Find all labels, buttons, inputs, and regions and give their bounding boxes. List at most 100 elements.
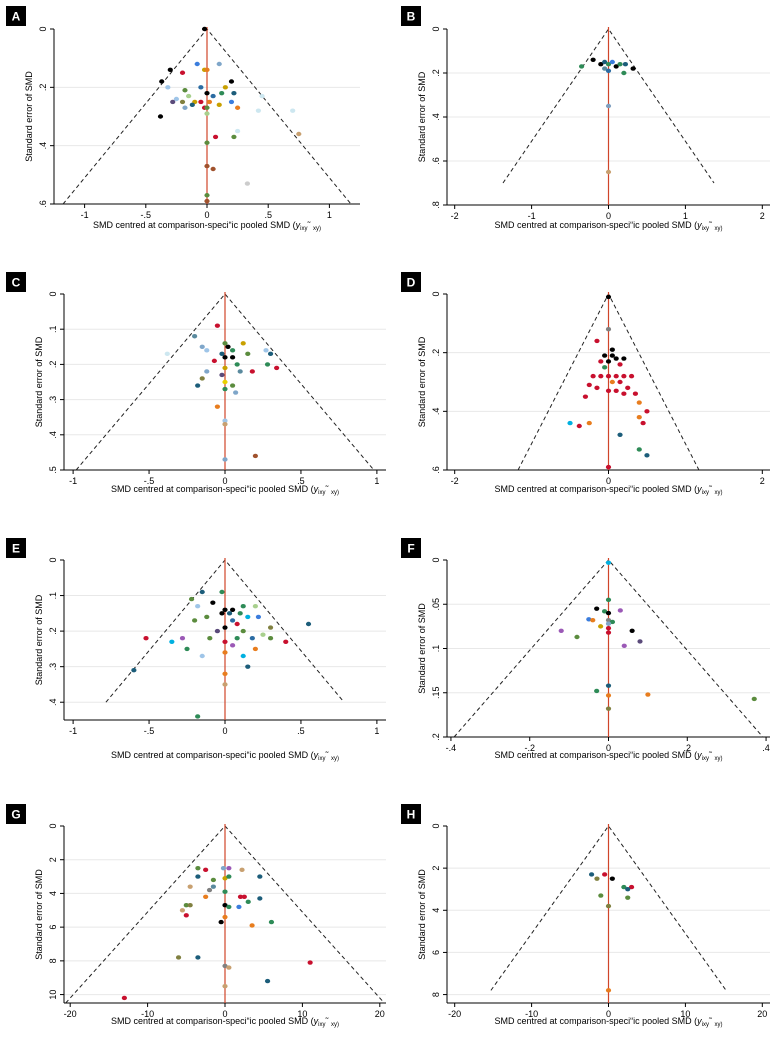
data-point [613, 64, 619, 69]
data-point [206, 99, 213, 105]
x-tick-label: .5 [297, 726, 305, 736]
panel-c: C 0 .1 .2 .3 .4 .5 -1 -.5 0 .5 1 Standard error of S… [6, 272, 386, 496]
y-tick-label: .2 [431, 349, 441, 357]
data-point [636, 447, 642, 452]
data-point [222, 682, 228, 687]
x-tick-label: 0 [204, 210, 209, 220]
x-tick-label: -20 [448, 1009, 461, 1019]
data-point [605, 988, 612, 993]
data-point [222, 85, 228, 90]
y-tick-label: 4 [431, 908, 441, 913]
data-point [199, 376, 205, 381]
panel-letter-box [6, 6, 26, 26]
y-tick-label: .05 [431, 598, 441, 611]
data-point [598, 61, 604, 67]
data-point [245, 664, 251, 669]
data-point [239, 867, 245, 873]
data-point [245, 614, 251, 620]
panel-letter-a: A [6, 6, 26, 26]
y-axis-title: Standard error of SMD [24, 71, 34, 162]
data-point [628, 884, 635, 890]
data-point [617, 608, 623, 613]
data-point [179, 99, 186, 105]
y-tick-label: .2 [48, 361, 58, 369]
data-point [249, 923, 255, 928]
data-point [609, 59, 615, 65]
data-point [617, 362, 623, 367]
y-tick-label: .3 [48, 663, 58, 671]
data-point [195, 604, 201, 609]
data-point [165, 85, 171, 90]
data-point [602, 353, 608, 358]
y-tick-label: 0 [431, 291, 441, 296]
data-point [290, 108, 296, 113]
x-tick-label: 0 [606, 476, 611, 486]
data-point [598, 373, 604, 379]
data-point [586, 617, 592, 622]
data-point [609, 876, 615, 881]
data-point [621, 391, 627, 396]
data-point [167, 67, 173, 73]
data-point [598, 893, 604, 898]
y-tick-label: 8 [48, 958, 58, 963]
data-point [267, 636, 274, 641]
data-point [590, 617, 596, 623]
data-point [605, 294, 612, 300]
x-tick-label: -.4 [446, 743, 457, 753]
data-point [257, 896, 263, 901]
data-point [231, 90, 237, 96]
data-point [613, 388, 619, 393]
x-tick-label: 0 [606, 211, 611, 221]
data-point [582, 394, 589, 399]
data-point [605, 373, 612, 379]
x-tick-label: 1 [327, 210, 332, 220]
data-point [264, 978, 271, 984]
data-point [260, 632, 266, 637]
data-point [602, 59, 608, 65]
data-point [609, 353, 615, 358]
data-point [267, 351, 274, 357]
data-point [188, 596, 195, 602]
data-point [605, 597, 612, 603]
y-axis-title: Standard error of SMD [34, 869, 44, 960]
data-point [195, 865, 201, 871]
panel-letter-d: D [401, 272, 421, 292]
data-point [210, 93, 216, 99]
panel-letter-box [401, 272, 421, 292]
x-tick-label: -1 [69, 726, 77, 736]
data-point [621, 356, 627, 361]
panel-g: G 0 2 4 6 8 10 -20 -10 0 10 20 Standard error of SMD… [6, 804, 386, 1028]
data-point [578, 64, 585, 69]
y-tick-label: .6 [431, 157, 441, 165]
x-tick-label: 2 [760, 476, 765, 486]
panel-letter-text: H [407, 808, 416, 822]
data-point [594, 606, 600, 611]
panel-letter-box [6, 272, 26, 292]
data-point [143, 636, 149, 641]
data-point [622, 61, 629, 67]
data-point [621, 70, 627, 76]
data-point [229, 383, 236, 388]
data-point [199, 653, 205, 659]
panel-b: B 0 .2 .4 .6 .8 -2 -1 0 1 2 Standard error of SMD SM… [401, 6, 770, 232]
panel-letter-h: H [401, 804, 421, 824]
data-point [237, 611, 243, 616]
y-tick-label: .2 [431, 733, 441, 741]
data-point [283, 639, 289, 644]
data-point [222, 422, 228, 427]
data-point [183, 913, 189, 918]
data-point [186, 93, 192, 99]
data-point [204, 111, 210, 116]
data-point [307, 960, 313, 965]
data-point [210, 877, 216, 883]
data-point [613, 356, 619, 361]
data-point [234, 621, 240, 627]
panel-d: D 0 .2 .4 .6 -2 0 2 Standard error of SMD SMD cen… [401, 272, 770, 496]
data-point [157, 114, 164, 119]
data-point [252, 604, 258, 609]
data-point [204, 614, 210, 620]
data-point [219, 90, 225, 96]
data-point [241, 894, 247, 899]
data-point [204, 90, 210, 96]
data-point [226, 865, 232, 871]
